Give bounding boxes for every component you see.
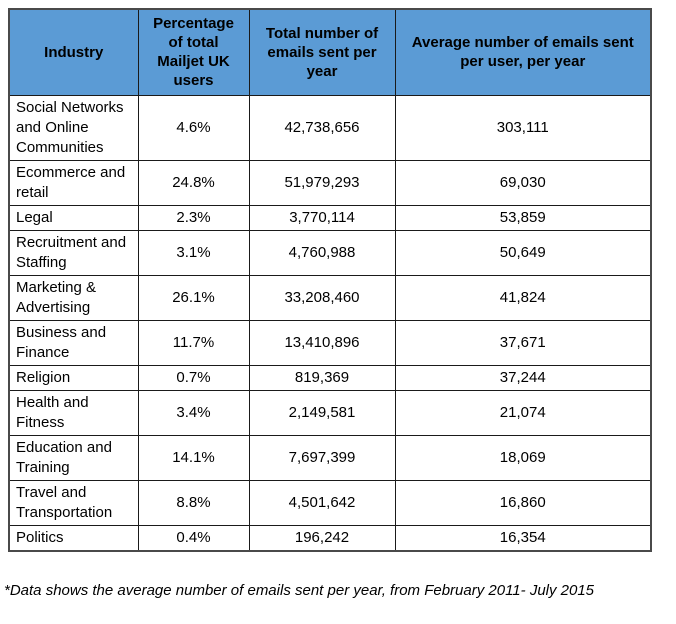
average-emails-cell: 41,824 xyxy=(394,274,652,321)
table-row: Legal 2.3% 3,770,114 53,859 xyxy=(8,204,652,231)
industry-cell: Religion xyxy=(8,364,139,391)
table-row: Travel and Transportation 8.8% 4,501,642 16… xyxy=(8,479,652,526)
total-emails-cell: 51,979,293 xyxy=(248,159,396,206)
table-header: Industry Percentage of total Mailjet UK … xyxy=(8,8,652,96)
average-emails-cell: 18,069 xyxy=(394,434,652,481)
industry-cell: Ecommerce and retail xyxy=(8,159,139,206)
header-row: Industry Percentage of total Mailjet UK … xyxy=(8,8,652,96)
percentage-cell: 4.6% xyxy=(137,94,250,161)
industry-cell: Travel and Transportation xyxy=(8,479,139,526)
average-emails-cell: 69,030 xyxy=(394,159,652,206)
total-emails-cell: 4,501,642 xyxy=(248,479,396,526)
industry-cell: Health and Fitness xyxy=(8,389,139,436)
average-emails-cell: 16,860 xyxy=(394,479,652,526)
total-emails-cell: 33,208,460 xyxy=(248,274,396,321)
average-emails-cell: 37,244 xyxy=(394,364,652,391)
industry-cell: Marketing & Advertising xyxy=(8,274,139,321)
industry-cell: Legal xyxy=(8,204,139,231)
table-row: Business and Finance 11.7% 13,410,896 37,67… xyxy=(8,319,652,366)
total-emails-cell: 4,760,988 xyxy=(248,229,396,276)
average-emails-cell: 21,074 xyxy=(394,389,652,436)
percentage-cell: 2.3% xyxy=(137,204,250,231)
header-average-emails: Average number of emails sent per user, … xyxy=(394,8,652,96)
percentage-cell: 24.8% xyxy=(137,159,250,206)
percentage-cell: 14.1% xyxy=(137,434,250,481)
percentage-cell: 11.7% xyxy=(137,319,250,366)
header-percentage: Percentage of total Mailjet UK users xyxy=(137,8,250,96)
percentage-cell: 8.8% xyxy=(137,479,250,526)
industry-cell: Politics xyxy=(8,524,139,551)
table-row: Health and Fitness 3.4% 2,149,581 21,074 xyxy=(8,389,652,436)
percentage-cell: 26.1% xyxy=(137,274,250,321)
average-emails-cell: 37,671 xyxy=(394,319,652,366)
header-total-emails: Total number of emails sent per year xyxy=(248,8,396,96)
percentage-cell: 3.4% xyxy=(137,389,250,436)
total-emails-cell: 819,369 xyxy=(248,364,396,391)
percentage-cell: 3.1% xyxy=(137,229,250,276)
industry-email-table: Industry Percentage of total Mailjet UK … xyxy=(8,8,652,552)
table-row: Recruitment and Staffing 3.1% 4,760,988 50,… xyxy=(8,229,652,276)
total-emails-cell: 42,738,656 xyxy=(248,94,396,161)
table-row: Marketing & Advertising 26.1% 33,208,460 41… xyxy=(8,274,652,321)
table-row: Social Networks and Online Communities 4.… xyxy=(8,94,652,161)
header-industry: Industry xyxy=(8,8,139,96)
average-emails-cell: 50,649 xyxy=(394,229,652,276)
industry-cell: Social Networks and Online Communities xyxy=(8,94,139,161)
average-emails-cell: 303,111 xyxy=(394,94,652,161)
total-emails-cell: 3,770,114 xyxy=(248,204,396,231)
total-emails-cell: 7,697,399 xyxy=(248,434,396,481)
total-emails-cell: 2,149,581 xyxy=(248,389,396,436)
percentage-cell: 0.4% xyxy=(137,524,250,551)
table-body: Social Networks and Online Communities 4.… xyxy=(8,94,652,551)
total-emails-cell: 196,242 xyxy=(248,524,396,551)
table-row: Ecommerce and retail 24.8% 51,979,293 69,03… xyxy=(8,159,652,206)
industry-cell: Business and Finance xyxy=(8,319,139,366)
table-row: Religion 0.7% 819,369 37,244 xyxy=(8,364,652,391)
table-row: Education and Training 14.1% 7,697,399 18,0… xyxy=(8,434,652,481)
percentage-cell: 0.7% xyxy=(137,364,250,391)
total-emails-cell: 13,410,896 xyxy=(248,319,396,366)
footnote: *Data shows the average number of emails… xyxy=(4,581,595,599)
average-emails-cell: 16,354 xyxy=(394,524,652,551)
industry-cell: Recruitment and Staffing xyxy=(8,229,139,276)
industry-cell: Education and Training xyxy=(8,434,139,481)
table-row: Politics 0.4% 196,242 16,354 xyxy=(8,524,652,551)
page: Industry Percentage of total Mailjet UK … xyxy=(4,8,652,599)
average-emails-cell: 53,859 xyxy=(394,204,652,231)
